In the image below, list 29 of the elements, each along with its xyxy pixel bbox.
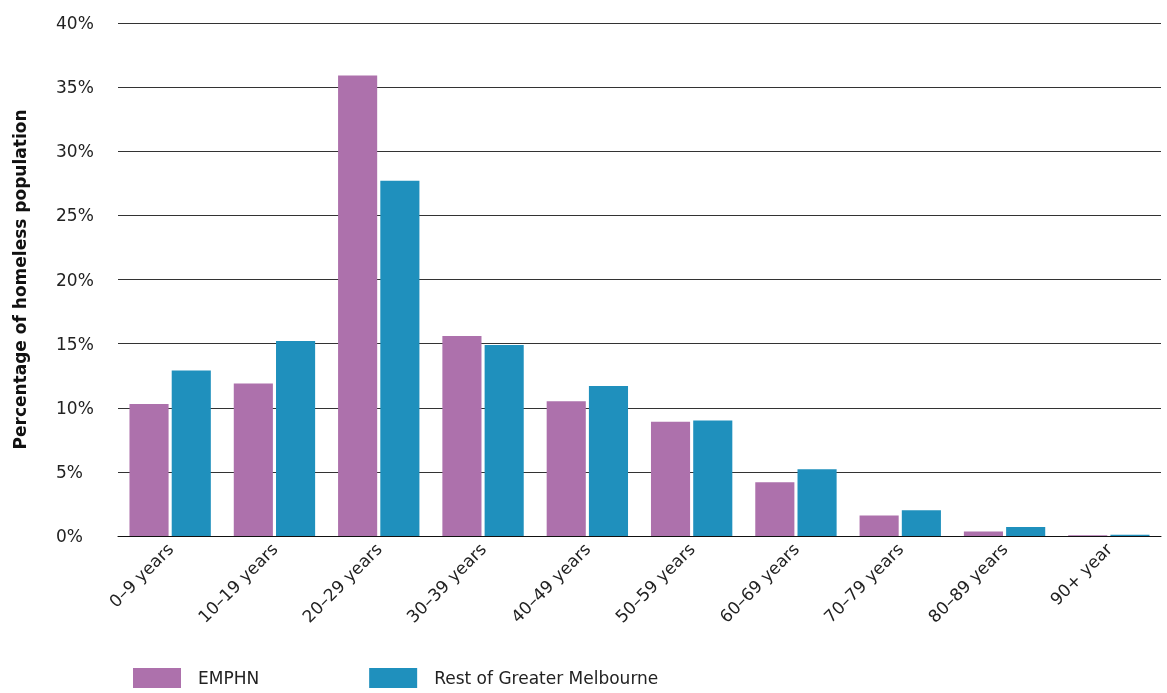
y-tick-label: 40% — [56, 13, 94, 33]
bar — [171, 370, 211, 536]
bar — [755, 482, 795, 536]
y-tick-label: 35% — [56, 77, 94, 98]
y-tick-label: 30% — [56, 141, 94, 162]
bar — [901, 510, 941, 536]
bar — [546, 401, 586, 536]
bar — [588, 385, 629, 536]
legend-label: Rest of Greater Melbourne — [434, 668, 659, 688]
y-tick-label: 0% — [56, 526, 83, 546]
bar — [233, 383, 273, 536]
bar — [1006, 527, 1046, 536]
bar — [129, 403, 169, 536]
legend-label: EMPHN — [198, 668, 260, 688]
bar — [484, 344, 524, 536]
y-tick-label: 10% — [56, 397, 94, 418]
bar — [650, 421, 691, 536]
bar — [276, 341, 316, 536]
bar — [693, 420, 733, 536]
bar — [859, 515, 899, 536]
y-tick-label: 5% — [56, 461, 83, 482]
bar — [380, 180, 420, 536]
bar — [338, 75, 378, 536]
bar — [797, 469, 837, 536]
bar — [442, 335, 482, 536]
y-tick-label: 20% — [56, 269, 94, 290]
y-tick-label: 15% — [56, 333, 94, 354]
y-tick-label: 25% — [56, 205, 94, 226]
y-axis-title: Percentage of homeless population — [9, 109, 30, 450]
